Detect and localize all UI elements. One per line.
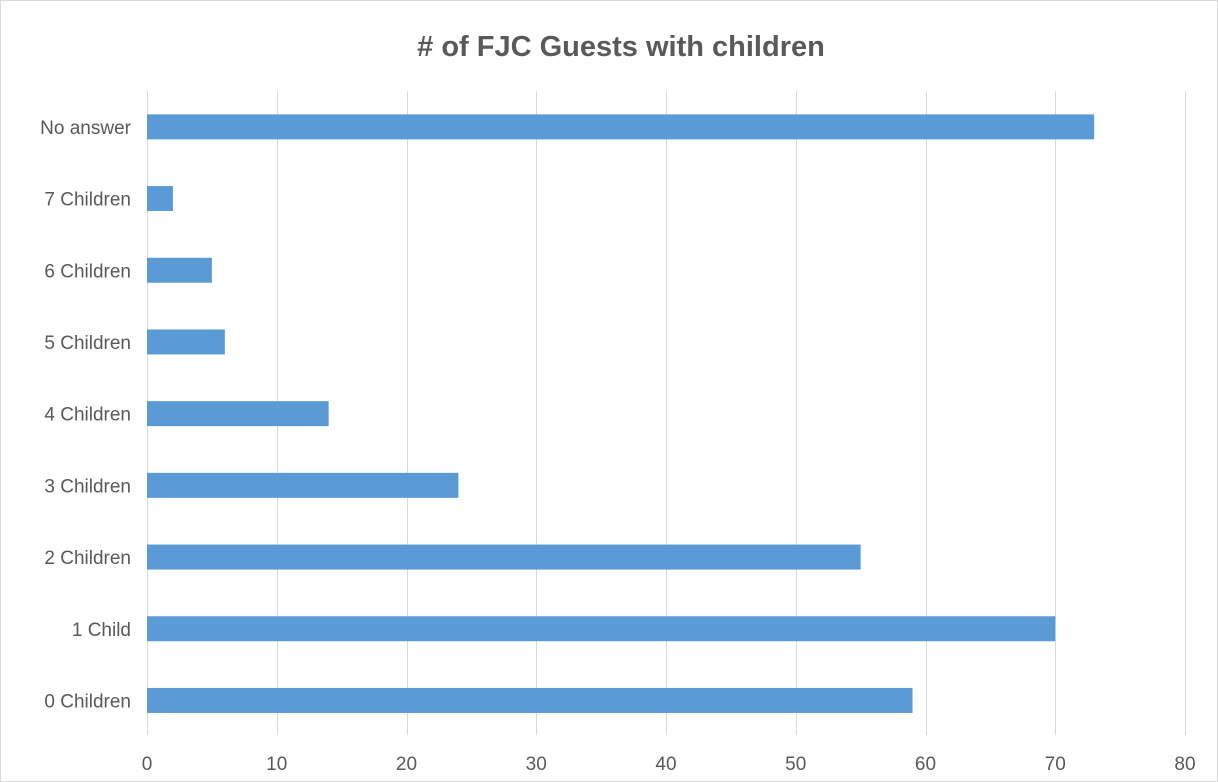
x-tick-label: 20	[396, 754, 417, 775]
category-label: 2 Children	[44, 548, 131, 569]
bar	[147, 616, 1056, 642]
x-tick-label: 40	[655, 754, 676, 775]
bar	[147, 401, 329, 427]
bar	[147, 472, 459, 498]
category-label: 6 Children	[44, 261, 131, 282]
category-label: 5 Children	[44, 333, 131, 354]
category-label: 0 Children	[44, 691, 131, 712]
category-labels: 0 Children 1 Child 2 Children 3 Children 4 C…	[40, 118, 131, 713]
x-tick-label: 80	[1174, 754, 1195, 775]
x-tick-label: 70	[1045, 754, 1066, 775]
bar	[147, 329, 225, 355]
x-tick-label: 30	[526, 754, 547, 775]
x-tick-label: 10	[266, 754, 287, 775]
bars	[147, 114, 1095, 713]
x-tick-label: 60	[915, 754, 936, 775]
bar	[147, 544, 861, 570]
bar	[147, 687, 913, 713]
category-label: 4 Children	[44, 405, 131, 426]
category-label: No answer	[40, 118, 131, 139]
category-label: 3 Children	[44, 476, 131, 497]
bar	[147, 186, 173, 212]
x-tick-label: 50	[785, 754, 806, 775]
bar	[147, 257, 212, 283]
x-tick-label: 0	[142, 754, 153, 775]
bar	[147, 114, 1095, 140]
chart-title: # of FJC Guests with children	[417, 31, 825, 63]
x-tick-labels: 0 10 20 30 40 50 60 70 80	[142, 754, 1196, 775]
category-label: 7 Children	[44, 190, 131, 211]
category-label: 1 Child	[72, 620, 131, 641]
